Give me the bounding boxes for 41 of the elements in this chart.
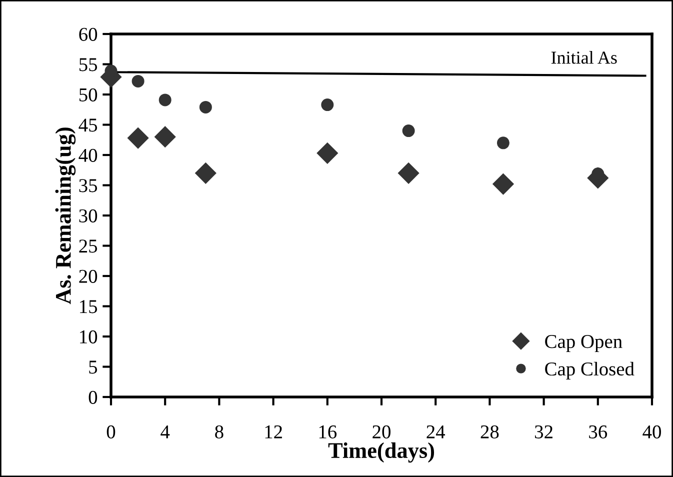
point [199,100,212,114]
x-tick-label: 16 [319,425,337,438]
x-tick-label: 20 [372,425,390,438]
x-tick-label: 12 [265,425,282,438]
x-tick-label: 4 [160,425,170,438]
x-tick-label: 8 [215,425,224,438]
y-tick-label: 5 [89,360,98,374]
y-tick-label: 50 [79,88,98,102]
y-tick-label: 35 [79,179,98,192]
y-axis-title: As. Remaining(ug) [55,128,76,304]
x-tick-label: 36 [589,425,608,438]
point [316,142,338,164]
y-tick-label: 25 [79,240,98,253]
x-tick-label: 40 [642,425,661,438]
series-label: Initial As [551,51,617,64]
y-tick-label: 60 [79,28,98,41]
point [132,74,144,88]
point [158,94,172,106]
x-tick-label: 28 [480,425,499,438]
y-tick-label: 40 [78,148,98,162]
point [496,136,510,150]
point [195,162,216,184]
y-tick-label: 15 [80,300,98,314]
y-tick-label: 0 [88,390,98,404]
y-tick-label: 30 [79,209,98,222]
x-tick-label: 24 [426,425,446,438]
point [398,162,420,184]
legend-label: Cap Open [545,335,622,352]
y-tick-label: 20 [79,270,98,283]
legend-label: Cap Closed [545,362,634,380]
point [154,126,176,148]
point [128,128,149,149]
x-tick-label: 0 [106,425,116,438]
y-tick-label: 45 [78,118,98,132]
y-tick-label: 10 [80,330,98,344]
y-tick-label: 55 [79,58,98,72]
x-axis-title: Time(days) [328,442,434,463]
point [402,124,415,138]
point [492,174,514,195]
point [321,98,334,112]
x-tick-label: 32 [535,425,552,438]
